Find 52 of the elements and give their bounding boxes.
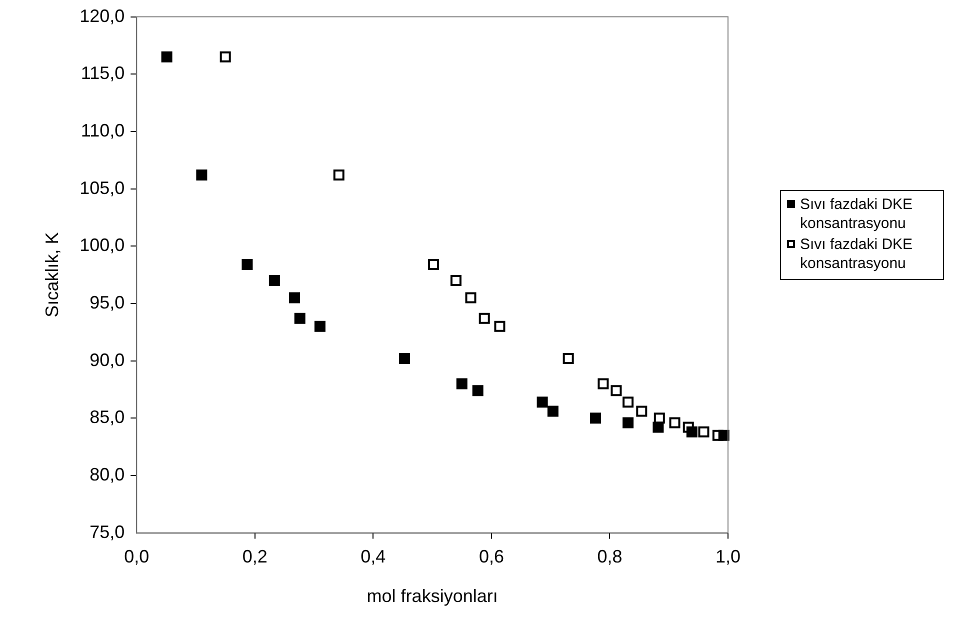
point <box>333 170 344 181</box>
y-axis-title: Sıcaklık, K <box>42 232 62 318</box>
y-tick-label: 110,0 <box>80 120 125 140</box>
point <box>196 170 208 181</box>
point <box>494 320 506 332</box>
point <box>242 258 253 270</box>
y-tick-label: 75,0 <box>90 522 125 542</box>
point <box>289 292 300 304</box>
y-tick-label: 90,0 <box>90 350 125 370</box>
x-tick-label: 0,6 <box>478 546 504 567</box>
point <box>465 292 476 304</box>
point <box>450 275 462 286</box>
point <box>562 353 574 364</box>
y-tick-label: 95,0 <box>90 292 125 312</box>
x-tick-label: 0,2 <box>242 546 268 567</box>
y-tick-label: 80,0 <box>90 464 125 484</box>
point <box>220 51 231 62</box>
point <box>294 312 306 324</box>
point <box>472 385 484 396</box>
point <box>636 406 648 417</box>
point <box>652 422 664 433</box>
legend-label: Sıvı fazdaki DKE konsantrasyonu <box>800 235 914 273</box>
point <box>268 275 280 286</box>
point <box>590 412 602 424</box>
point <box>456 378 468 390</box>
y-tick-label: 105,0 <box>80 178 125 198</box>
point <box>686 426 698 438</box>
y-tick-label: 115,0 <box>80 63 125 84</box>
x-tick-label: 0,0 <box>124 546 150 567</box>
point <box>622 417 634 428</box>
point <box>610 385 622 396</box>
x-tick-label: 0,8 <box>597 546 622 567</box>
x-tick-label: 0,4 <box>360 546 386 567</box>
legend-label: Sıvı fazdaki DKE konsantrasyonu <box>800 195 914 233</box>
point <box>669 417 680 428</box>
point <box>698 426 710 438</box>
point <box>161 51 172 62</box>
point <box>718 430 730 441</box>
point <box>598 378 609 390</box>
y-tick-label: 85,0 <box>90 407 125 428</box>
point <box>314 320 326 332</box>
y-tick-label: 120,0 <box>80 6 125 26</box>
point <box>536 396 548 408</box>
x-tick-label: 1,0 <box>715 546 741 567</box>
y-tick-label: 100,0 <box>80 235 125 256</box>
point <box>547 406 558 417</box>
point <box>428 258 440 270</box>
x-axis-title: mol fraksiyonları <box>366 586 498 606</box>
point <box>478 312 490 324</box>
point <box>654 412 665 424</box>
point <box>399 353 410 364</box>
point <box>622 396 634 408</box>
